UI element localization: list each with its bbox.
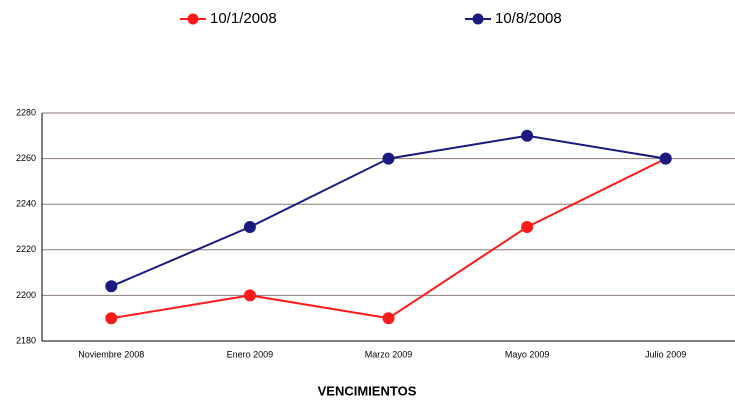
legend-marker xyxy=(187,13,199,25)
point xyxy=(521,129,534,142)
y-tick-label: 2200 xyxy=(16,290,36,300)
x-tick-label: Julio 2009 xyxy=(645,349,686,359)
point xyxy=(243,221,256,233)
x-axis-label: VENCIMIENTOS xyxy=(318,383,417,398)
point xyxy=(243,289,256,302)
y-tick-label: 2220 xyxy=(16,244,36,254)
y-tick-label: 2280 xyxy=(16,107,36,117)
x-tick-label: Marzo 2009 xyxy=(365,349,413,359)
point xyxy=(521,221,534,233)
legend-label: 10/1/2008 xyxy=(210,10,277,27)
point xyxy=(105,280,118,293)
y-tick-label: 2260 xyxy=(16,153,36,163)
y-tick-label: 2180 xyxy=(16,335,36,345)
legend-label: 10/8/2008 xyxy=(495,10,562,27)
legend-marker xyxy=(472,13,484,25)
point xyxy=(105,312,118,325)
point xyxy=(382,152,395,165)
point xyxy=(659,152,672,165)
line xyxy=(111,157,667,320)
x-tick-label: Mayo 2009 xyxy=(505,349,550,359)
point xyxy=(382,312,395,325)
x-tick-label: Enero 2009 xyxy=(227,349,274,359)
x-tick-label: Noviembre 2008 xyxy=(78,349,144,359)
y-tick-label: 2240 xyxy=(16,199,36,209)
